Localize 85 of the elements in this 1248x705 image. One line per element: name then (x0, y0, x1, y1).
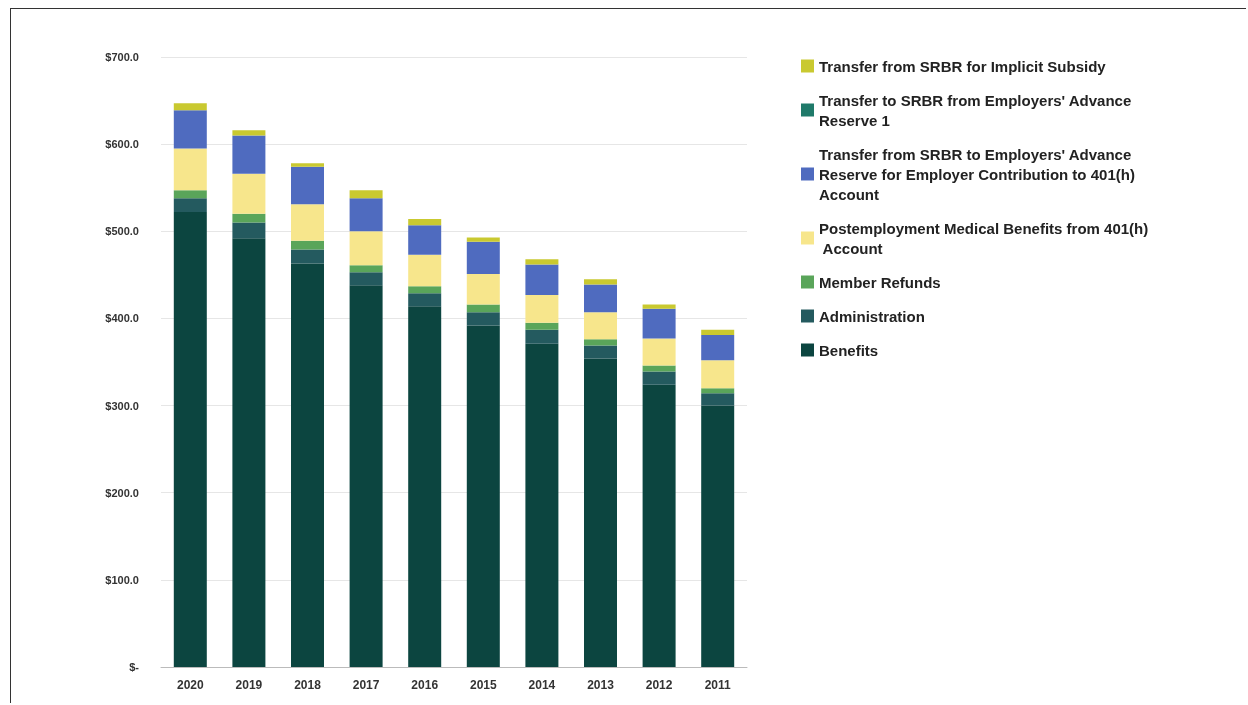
bar (349, 231, 383, 266)
legend-label: Transfer from SRBR to Employers' Advance Reserve for Employer Contribution to 401(h) Account (819, 145, 1140, 203)
y-tick-label: $200.0 (105, 486, 139, 499)
bar (584, 345, 617, 359)
bar (349, 190, 383, 199)
bar (291, 263, 324, 667)
bar (466, 312, 500, 326)
bar (584, 279, 617, 285)
bar (408, 254, 442, 287)
x-tick-label: 2018 (294, 678, 322, 692)
bar (173, 148, 207, 191)
bar (408, 219, 442, 226)
bar (232, 213, 266, 223)
bar (232, 222, 266, 239)
bar (525, 259, 559, 265)
bar (466, 304, 500, 313)
bar (701, 405, 735, 667)
y-tick-label: $100.0 (105, 573, 139, 586)
bar (642, 371, 676, 385)
y-tick-label: $700.0 (105, 51, 139, 63)
bar (173, 110, 207, 149)
bar (349, 272, 383, 286)
bar (408, 225, 442, 255)
bar (525, 294, 559, 323)
y-tick-label: $- (129, 661, 140, 673)
bar (291, 249, 324, 264)
x-tick-label: 2017 (352, 678, 380, 692)
bar (642, 338, 676, 366)
bar (584, 358, 617, 667)
bar (642, 365, 676, 372)
y-tick-label: $300.0 (105, 399, 139, 412)
bar (291, 204, 324, 241)
bar (525, 329, 559, 344)
bar (349, 265, 383, 273)
x-tick-label: 2014 (528, 678, 556, 692)
bar (701, 329, 735, 335)
legend-label: Administration (819, 307, 925, 325)
bar (291, 240, 324, 250)
bar (701, 393, 735, 406)
bar (408, 293, 442, 307)
legend-label: Postemployment Medical Benefits from 401(h) Account (819, 219, 1149, 257)
bar (466, 241, 500, 274)
legend-label: Benefits (819, 341, 879, 359)
bar (232, 238, 266, 667)
x-tick-label: 2015 (469, 678, 497, 692)
bar (466, 325, 500, 667)
bar (642, 308, 676, 339)
bar (701, 388, 735, 394)
legend-label: Transfer to SRBR from Employers' Advance Reserve 1 (819, 91, 1136, 129)
legend-label: Transfer from SRBR for Implicit Subsidy (819, 57, 1107, 75)
x-tick-label: 2012 (645, 678, 673, 692)
x-tick-label: 2011 (704, 678, 732, 692)
bar (642, 384, 676, 667)
bar (173, 198, 207, 213)
bar (466, 237, 500, 242)
bar (701, 334, 735, 361)
bar (232, 173, 266, 214)
bar (349, 285, 383, 667)
x-tick-label: 2016 (411, 678, 439, 692)
bar (525, 322, 559, 330)
legend-label: Member Refunds (819, 273, 941, 291)
bar (291, 163, 324, 167)
bar (232, 135, 266, 174)
bar (408, 286, 442, 294)
bar (584, 312, 617, 340)
y-tick-label: $400.0 (105, 312, 139, 325)
y-tick-label: $600.0 (105, 138, 139, 151)
bar (408, 306, 442, 667)
bar (173, 190, 207, 199)
x-tick-label: 2013 (587, 678, 615, 692)
bar (349, 198, 383, 232)
bar (232, 130, 266, 136)
bar (642, 304, 676, 309)
y-tick-label: $500.0 (105, 225, 139, 238)
bar (173, 103, 207, 111)
bar (701, 360, 735, 389)
x-tick-label: 2020 (176, 678, 204, 692)
bar (173, 212, 207, 667)
x-tick-label: 2019 (235, 678, 263, 692)
bar (525, 264, 559, 295)
bar (291, 166, 324, 205)
bar (584, 339, 617, 346)
bar (466, 273, 500, 305)
bar (525, 343, 559, 667)
bar (584, 284, 617, 313)
